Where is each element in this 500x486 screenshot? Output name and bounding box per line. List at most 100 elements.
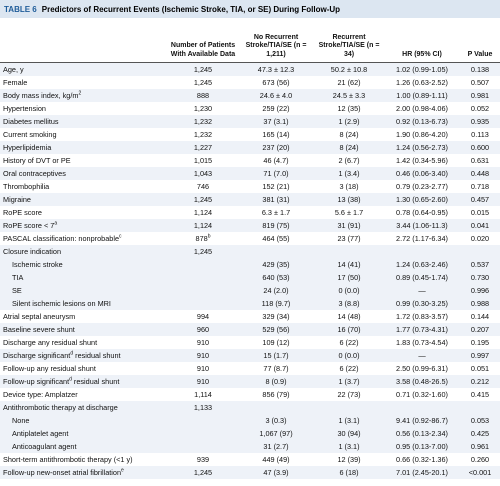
row-label: RoPE score [3,208,42,217]
title-bar: TABLE 6 Predictors of Recurrent Events (… [0,0,500,18]
cell: 878b [168,232,238,245]
cell: 0.537 [460,258,500,271]
cell: 0.99 (0.30-3.25) [384,297,460,310]
row-label: History of DVT or PE [3,156,71,165]
table-row: Follow-up new-onset atrial fibrillatione… [0,466,500,479]
cell: 24.5 ± 3.3 [314,89,384,102]
row-label: Atrial septal aneurysm [3,312,76,321]
cell: 0.020 [470,234,490,243]
cell: 1,067 (97) [238,427,314,440]
cell: 910 [168,349,238,362]
row-label: RoPE score < 7a [0,219,168,232]
cell: 1 (2.9) [314,115,384,128]
table-row: Current smoking 1,232 165 (14) 8 (24) 1.90 (… [0,128,500,141]
cell: 819 (75) [238,219,314,232]
cell [168,414,238,427]
cell: 1.77 (0.73-4.31) [384,323,460,336]
cell: 9.41 (0.92-86.7) [384,414,460,427]
footnote-mark: b [207,233,211,240]
row-label: Discharge any residual shunt [3,338,98,347]
cell: 0.46 (0.06-3.40) [384,167,460,180]
table-row: Short-term antithrombotic therapy (<1 y)… [0,453,500,466]
row-label: Follow-up any residual shunt [3,364,96,373]
footnote-mark: d [70,350,74,357]
row-label: Migraine [0,193,168,206]
row-label: Follow-up significantd residual shunt [0,375,168,388]
cell: 0.144 [470,312,490,321]
cell: 1 (3.4) [314,167,384,180]
cell [384,401,460,414]
row-label: SE [0,284,168,297]
cell [168,271,238,284]
cell: 16 (70) [314,323,384,336]
cell: 17 (50) [314,271,384,284]
cell [384,245,460,258]
cell [314,245,384,258]
cell-text: Discharge significant [3,351,71,360]
cell: 0.79 (0.23-2.77) [396,182,448,191]
cell: 3.44 (1.06-11.3) [384,219,460,232]
cell: 0.457 [460,193,500,206]
cell: 14 (48) [337,312,361,321]
cell: 1.26 (0.63-2.52) [396,78,448,87]
column-header: HR (95% CI) [384,18,460,63]
cell: 1,015 [193,156,213,165]
cell: 640 (53) [238,271,314,284]
cell: 910 [196,364,210,373]
cell: 1.24 (0.56-2.73) [384,141,460,154]
table-row: Baseline severe shunt 960 529 (56) 16 (70) 1… [0,323,500,336]
cell: 6.3 ± 1.7 [261,208,291,217]
cell-text: Body mass index, kg/m [3,91,79,100]
cell: 1,230 [193,104,213,113]
cell: 37 (3.1) [238,115,314,128]
cell: 529 (56) [238,323,314,336]
cell: 109 (12) [262,338,290,347]
cell-text: PASCAL classification: nonprobable [3,234,120,243]
cell: 23 (77) [337,234,361,243]
cell: 1,133 [168,401,238,414]
table-row: Atrial septal aneurysm 994 329 (34) 14 (48)… [0,310,500,323]
cell: 0.415 [470,390,490,399]
cell: 21 (62) [337,78,361,87]
cell: 888 [168,89,238,102]
cell: <0.001 [460,466,500,479]
cell: 1,124 [193,208,213,217]
table-row: Device type: Amplatzer 1,114 856 (79) 22 (7… [0,388,500,401]
row-label: Closure indication [0,245,168,258]
cell: 0.78 (0.64-0.95) [396,208,448,217]
cell: 3 (8.8) [314,297,384,310]
cell: 449 (49) [262,455,290,464]
cell: 0 (0.0) [314,349,384,362]
cell-text: 878 [195,234,208,243]
table-row: Oral contraceptives 1,043 71 (7.0) 1 (3.4) 0… [0,167,500,180]
cell: 0.053 [460,414,500,427]
cell: 0.56 (0.13-2.34) [384,427,460,440]
column-header: Number of Patients With Available Data [168,18,238,63]
cell: 0.113 [471,130,489,139]
row-label: Silent ischemic lesions on MRI [0,297,168,310]
cell: 1,043 [168,167,238,180]
cell: 46 (4.7) [263,156,289,165]
cell: 0.212 [460,375,500,388]
cell: 0.66 (0.32-1.36) [396,455,448,464]
cell: 0.997 [460,349,500,362]
row-label: Female [3,78,28,87]
cell: 0.95 (0.13-7.00) [384,440,460,453]
cell: 0.961 [460,440,500,453]
table-row: Diabetes mellitus 1,232 37 (3.1) 1 (2.9) 0.9… [0,115,500,128]
cell: 939 [196,455,210,464]
row-label: Antiplatelet agent [0,427,168,440]
cell [314,401,384,414]
cell: 673 (56) [262,78,290,87]
cell: — [384,284,460,297]
cell: 7.01 (2.45-20.1) [384,466,460,479]
cell: 746 [196,182,210,191]
table-row: Migraine 1,245 381 (31) 13 (38) 1.30 (0.65-2… [0,193,500,206]
cell: 0.89 (0.45-1.74) [384,271,460,284]
cell: 0.051 [470,364,490,373]
cell: 1,114 [194,390,212,399]
cell: 1.42 (0.34-5.96) [396,156,448,165]
row-label: Discharge significantd residual shunt [0,349,168,362]
cell: 6 (22) [339,364,359,373]
